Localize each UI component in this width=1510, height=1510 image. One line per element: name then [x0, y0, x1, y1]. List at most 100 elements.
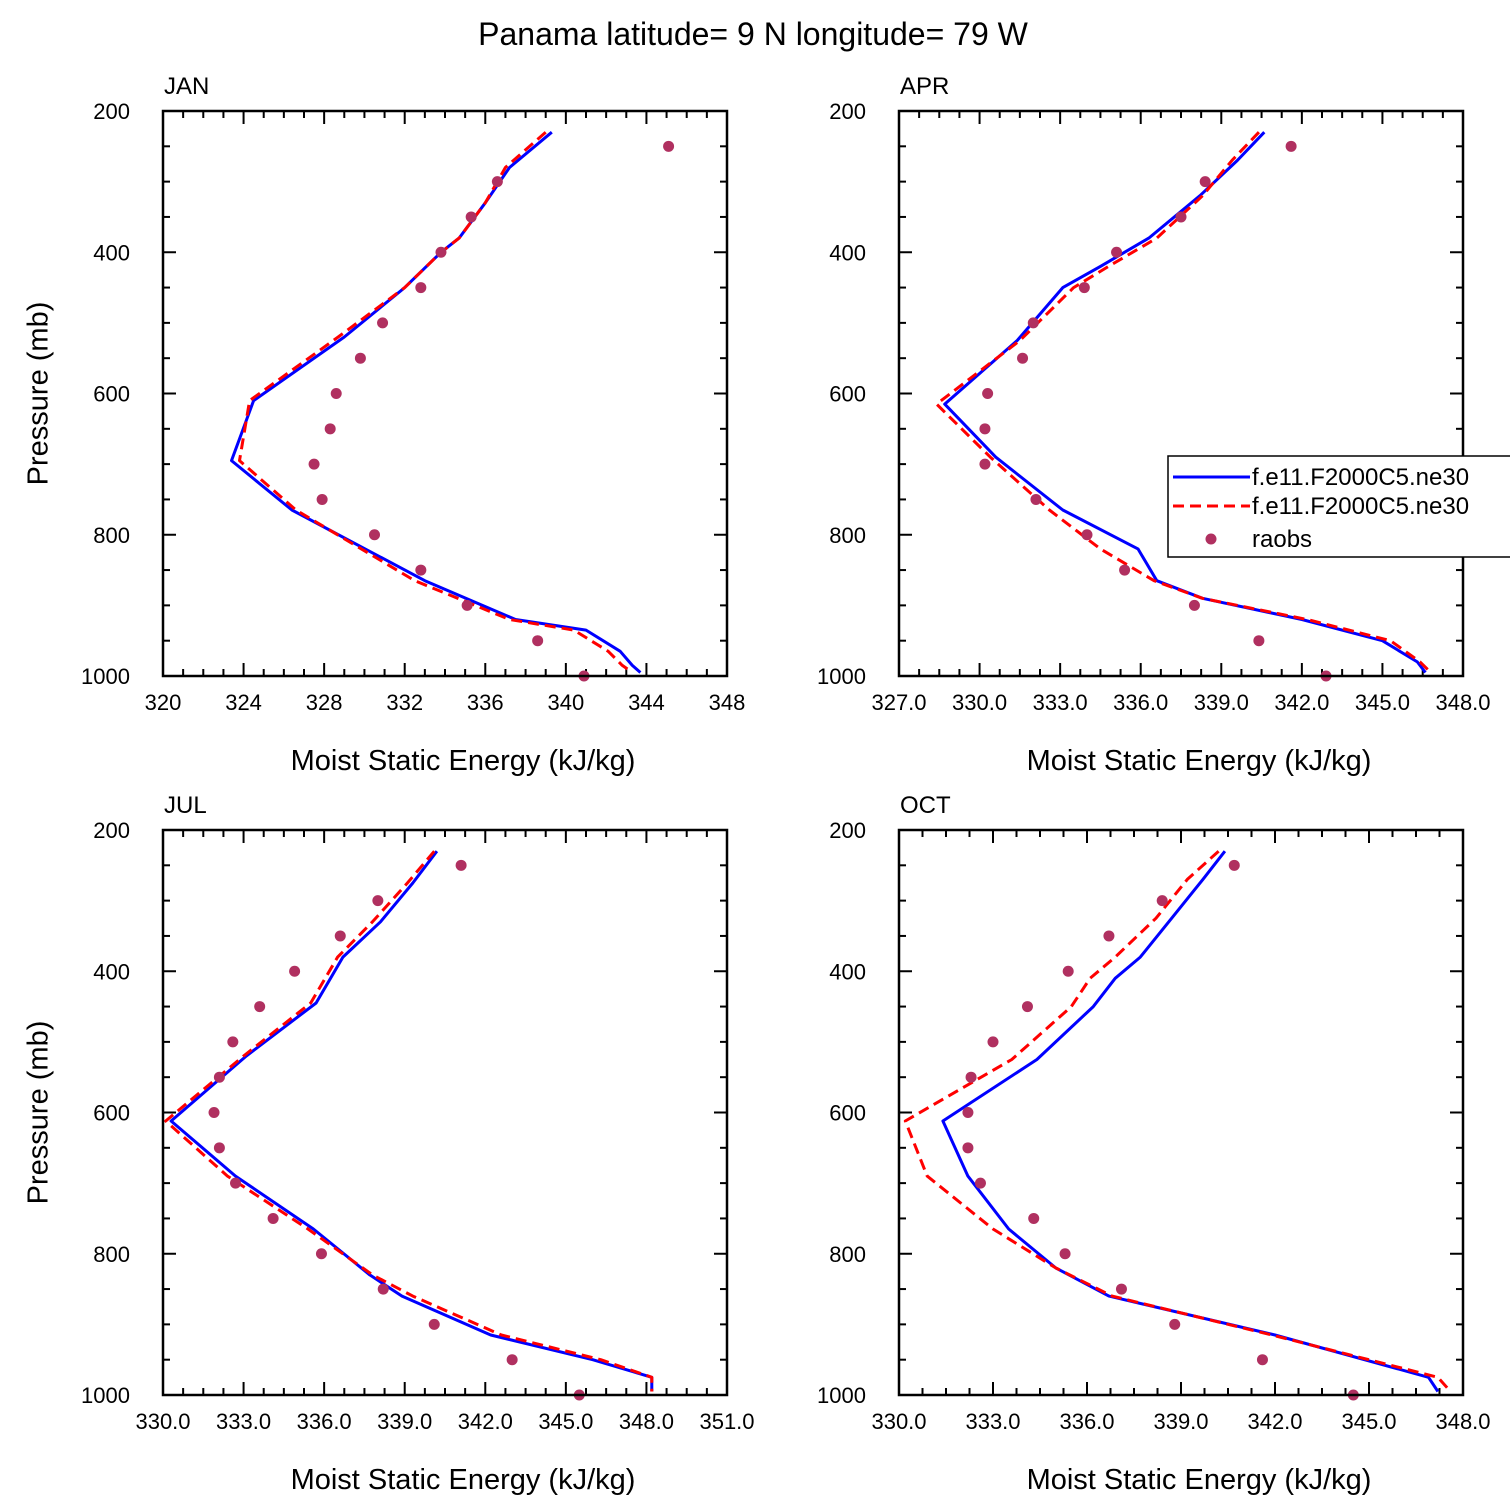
x-tick-label: 339.0: [1194, 690, 1249, 715]
raobs-point: [315, 1248, 327, 1260]
panels: 320 324 328 332 336 340 344 348 200 400 600 800 1000…: [23, 73, 1491, 1496]
x-tick-label: 339.0: [377, 1409, 432, 1434]
raobs-point: [1081, 529, 1093, 541]
raobs-point: [987, 1036, 999, 1048]
series-line-model2: [164, 850, 654, 1392]
x-tick-label: 342.0: [1274, 690, 1329, 715]
raobs-point: [369, 529, 380, 541]
raobs-point: [1111, 246, 1123, 258]
plot-frame: [897, 109, 1465, 678]
x-tick-label: 348.0: [1435, 1409, 1490, 1434]
x-tick-label: 342.0: [458, 1409, 513, 1434]
plot-frame: [161, 828, 729, 1397]
x-tick-label: 345.0: [538, 1409, 593, 1434]
x-tick-label: 330.0: [135, 1409, 190, 1434]
raobs-point: [213, 1071, 225, 1083]
x-tick-label: 330.0: [871, 1409, 926, 1434]
x-tick-label: 340: [547, 690, 584, 715]
x-tick-label: 333.0: [216, 1409, 271, 1434]
raobs-point: [1156, 895, 1168, 907]
x-tick-label: 351.0: [699, 1409, 754, 1434]
raobs-point: [316, 493, 328, 505]
series-line-model2: [238, 131, 634, 674]
y-tick-label: 600: [93, 1101, 130, 1126]
y-tick-label: 600: [93, 382, 130, 407]
plot-frame: [897, 828, 1465, 1397]
raobs-point: [1027, 317, 1039, 329]
raobs-point: [428, 1318, 440, 1330]
y-tick-label: 400: [829, 959, 866, 984]
raobs-point: [324, 423, 336, 435]
raobs-point: [213, 1142, 225, 1154]
y-tick-label: 600: [829, 382, 866, 407]
raobs-point: [415, 282, 427, 294]
x-tick-label: 348.0: [1435, 690, 1490, 715]
raobs-point: [1059, 1248, 1071, 1260]
raobs-point: [289, 965, 301, 977]
raobs-point: [1030, 493, 1042, 505]
x-axis-label: Moist Static Energy (kJ/kg): [291, 745, 636, 777]
raobs-point: [1103, 930, 1115, 942]
raobs-point: [267, 1212, 279, 1224]
raobs-point: [962, 1107, 974, 1118]
y-tick-label: 200: [93, 99, 130, 124]
raobs-point: [974, 1177, 986, 1189]
panel-oct: 330.0 333.0 336.0 339.0 342.0 345.0 348.0 200 40…: [817, 792, 1490, 1496]
panel-jul: 330.0 333.0 336.0 339.0 342.0 345.0 348.0 351.0…: [23, 792, 755, 1496]
raobs-point: [1115, 1283, 1127, 1295]
raobs-point: [1078, 282, 1090, 294]
raobs-point: [208, 1107, 220, 1118]
panel-title: JAN: [164, 73, 209, 100]
y-tick-label: 800: [93, 523, 130, 548]
x-axis-label: Moist Static Energy (kJ/kg): [1027, 1464, 1372, 1496]
y-axis-label: Pressure (mb): [23, 1021, 55, 1205]
raobs-point: [491, 176, 503, 188]
legend-marker-raobs: [1205, 533, 1217, 545]
y-tick-label: 800: [93, 1242, 130, 1267]
raobs-point: [308, 458, 320, 470]
plot-frame: [161, 109, 729, 678]
x-tick-label: 345.0: [1341, 1409, 1396, 1434]
x-tick-label: 333.0: [1033, 690, 1088, 715]
series-line-model1: [943, 131, 1427, 674]
raobs-point: [1199, 176, 1211, 188]
y-tick-label: 400: [829, 240, 866, 265]
raobs-point: [1021, 1001, 1033, 1013]
raobs-point: [1256, 1354, 1268, 1366]
raobs-point: [1017, 352, 1029, 364]
x-tick-label: 344: [628, 690, 665, 715]
raobs-point: [1285, 140, 1297, 152]
x-axis-label: Moist Static Energy (kJ/kg): [1027, 745, 1372, 777]
raobs-point: [532, 635, 544, 647]
series-group: [164, 850, 654, 1392]
raobs-point: [982, 388, 994, 399]
x-tick-label: 332: [386, 690, 423, 715]
raobs-point: [465, 211, 477, 223]
x-axis-label: Moist Static Energy (kJ/kg): [291, 1464, 636, 1496]
y-tick-label: 400: [93, 959, 130, 984]
series-line-model1: [169, 850, 654, 1392]
legend-label: raobs: [1252, 526, 1312, 553]
series-group: [903, 850, 1452, 1393]
series-line-model2: [903, 850, 1452, 1393]
figure-title: Panama latitude= 9 N longitude= 79 W: [478, 16, 1028, 52]
raobs-point: [230, 1177, 242, 1189]
y-tick-label: 200: [829, 818, 866, 843]
panel-jan: 320 324 328 332 336 340 344 348 200 400 600 800 1000…: [23, 73, 746, 777]
raobs-point: [330, 388, 342, 399]
raobs-point: [377, 317, 389, 329]
raobs-point: [1028, 1212, 1040, 1224]
x-tick-label: 320: [145, 690, 182, 715]
y-axis-label: Pressure (mb): [23, 302, 55, 486]
y-tick-label: 800: [829, 1242, 866, 1267]
raobs-point: [979, 423, 991, 435]
y-tick-label: 400: [93, 240, 130, 265]
x-tick-label: 330.0: [952, 690, 1007, 715]
raobs-point: [979, 458, 991, 470]
x-tick-label: 324: [225, 690, 262, 715]
raobs-point: [372, 895, 384, 907]
raobs-point: [663, 140, 675, 152]
